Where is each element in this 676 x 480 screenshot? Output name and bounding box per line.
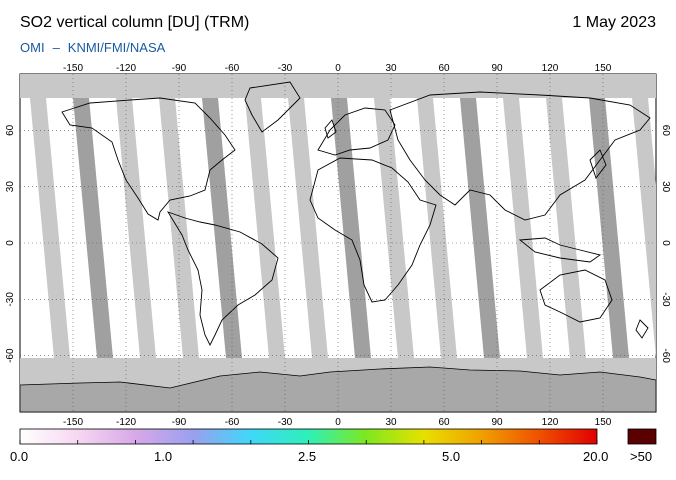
lon-tick-label: -120 (116, 63, 136, 74)
indonesia-coast (518, 237, 602, 263)
lon-tick-label: 60 (438, 417, 450, 428)
colorbar-ticks (19, 440, 598, 444)
lat-tick-label: -30 (660, 292, 671, 307)
lon-tick-label: -120 (116, 417, 136, 428)
lon-tick-label: 120 (542, 63, 559, 74)
swath-gap (460, 98, 500, 358)
credit-line: OMI – KNMI/FMI/NASA (20, 40, 165, 55)
lat-tick-label: 0 (660, 240, 671, 246)
africa-coast (309, 157, 437, 303)
map-title: SO2 vertical column [DU] (TRM) (20, 14, 250, 31)
lat-tick-label: -60 (660, 348, 671, 363)
lon-tick-label: 90 (491, 63, 503, 74)
swath-gap (503, 98, 543, 358)
asia-coast (389, 91, 651, 221)
europe-coast (317, 107, 396, 156)
lon-tick-label: 120 (542, 417, 559, 428)
lon-tick-label: 30 (385, 63, 397, 74)
north-america-coast (61, 97, 236, 221)
colorbar-label-1: 1.0 (154, 449, 173, 464)
lon-tick-label: 30 (385, 417, 397, 428)
colorbar-label-3: 5.0 (442, 449, 461, 464)
south-america-coast (166, 211, 279, 347)
australia-coast (539, 269, 613, 323)
lon-tick-label: 150 (595, 417, 612, 428)
lat-tick-label: 30 (660, 181, 671, 193)
coastlines (61, 81, 651, 347)
japan-coast (589, 149, 607, 179)
swath-gap (589, 98, 629, 358)
lon-tick-labels-top: -150 -120 -90 -60 -30 0 30 60 90 120 150 (63, 63, 612, 74)
gridlines (20, 74, 656, 412)
lon-tick-label: 0 (335, 63, 341, 74)
lon-tick-label: -90 (172, 63, 187, 74)
swath-gap (374, 98, 414, 358)
colorbar-label-0: 0.0 (10, 449, 29, 464)
swath-gap (202, 98, 242, 358)
lat-tick-label: 60 (5, 124, 16, 136)
swath-gap (73, 98, 113, 358)
lon-tick-label: -30 (278, 417, 293, 428)
lon-tick-label: -30 (278, 63, 293, 74)
credit-separator: – (52, 40, 60, 55)
colorbar-label-2: 2.5 (298, 449, 317, 464)
lat-tick-label: -30 (5, 292, 16, 307)
lon-tick-label: -150 (63, 63, 83, 74)
credit-instrument: OMI (20, 40, 45, 55)
lon-tick-label: 0 (335, 417, 341, 428)
lon-tick-labels-bottom: -150 -120 -90 -60 -30 0 30 60 90 120 150 (63, 417, 612, 428)
lat-tick-label: 0 (5, 240, 16, 246)
lat-tick-label: 60 (660, 125, 671, 137)
lon-tick-label: -60 (225, 63, 240, 74)
swath-gap (159, 98, 199, 358)
lon-tick-label: -60 (225, 417, 240, 428)
swath-gap (417, 98, 457, 358)
swath-gap (245, 98, 285, 358)
lat-tick-label: 30 (5, 181, 16, 193)
lon-tick-label: 150 (595, 63, 612, 74)
map-date: 1 May 2023 (572, 14, 656, 31)
uk-coast (324, 119, 337, 139)
greenland-coast (244, 81, 301, 133)
lat-tick-labels-right: 60 30 0 -30 -60 (660, 125, 671, 364)
swath-gap (632, 98, 656, 358)
swath-gaps (30, 98, 656, 358)
swath-gap (331, 98, 371, 358)
lon-tick-label: 60 (438, 63, 450, 74)
lat-tick-label: -60 (5, 348, 16, 363)
lat-tick-labels-left: 60 30 0 -30 -60 (5, 124, 16, 363)
colorbar-overflow-swatch (627, 428, 657, 445)
swath-gap (288, 98, 328, 358)
swath-gap (546, 98, 586, 358)
colorbar-overflow-label: >50 (630, 449, 653, 464)
lon-tick-label: -150 (63, 417, 83, 428)
credit-agencies: KNMI/FMI/NASA (67, 40, 166, 55)
swath-gap (30, 98, 70, 358)
new-zealand-coast (635, 319, 649, 339)
colorbar-label-4: 20.0 (583, 449, 609, 464)
lon-tick-label: -90 (172, 417, 187, 428)
lon-tick-label: 90 (491, 417, 503, 428)
